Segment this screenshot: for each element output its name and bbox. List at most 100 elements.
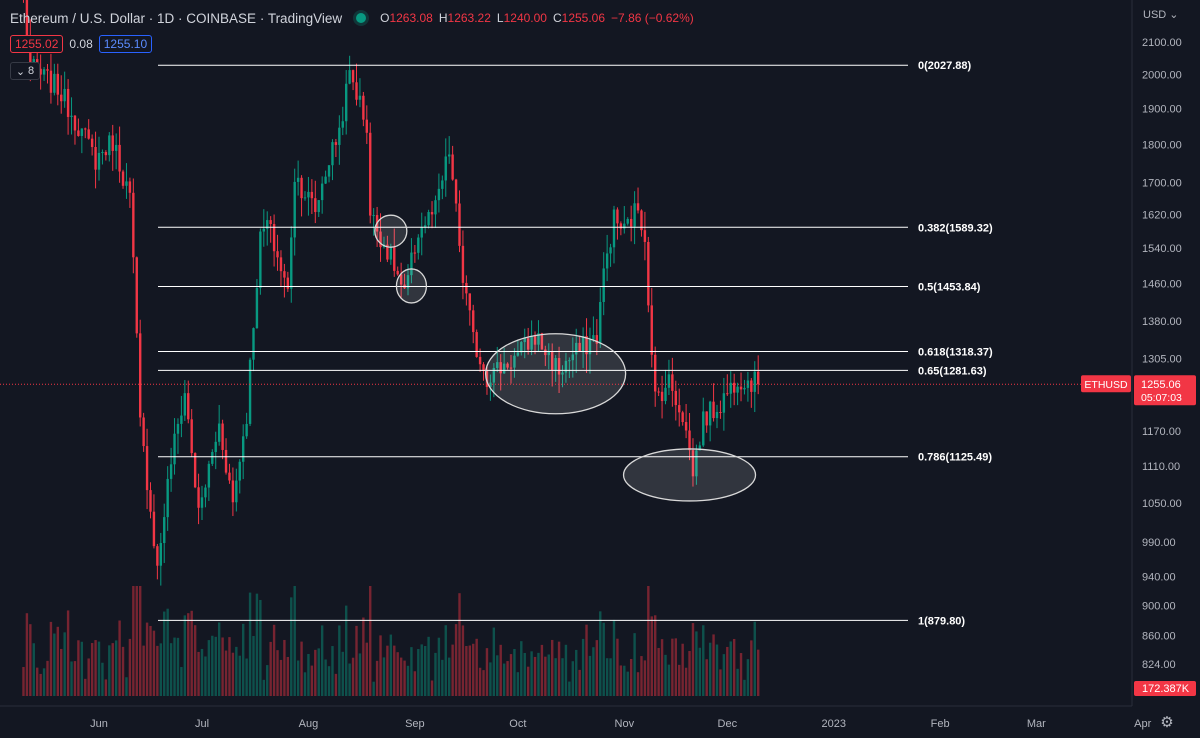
- volume-bar: [578, 669, 581, 696]
- price-axis[interactable]: 2100.00 2000.00 1900.00 1800.00 1700.00 1620.…: [1081, 0, 1200, 738]
- volume-bar: [379, 635, 382, 696]
- gear-icon[interactable]: ⚙: [1160, 714, 1174, 731]
- volume-bar: [595, 640, 599, 696]
- volume-bar: [643, 660, 647, 696]
- candle: [441, 175, 444, 200]
- volume-bar: [114, 640, 118, 696]
- fib-level[interactable]: 0.618(1318.37): [158, 347, 993, 359]
- volume-bar: [389, 634, 393, 696]
- candle: [217, 404, 221, 446]
- volume-bar: [180, 667, 183, 696]
- candle: [509, 354, 513, 384]
- volume-bar: [242, 623, 245, 696]
- time-tick-label: Feb: [931, 718, 950, 730]
- candle: [427, 209, 430, 229]
- fib-level[interactable]: 1(879.80): [158, 615, 965, 627]
- candle: [39, 54, 42, 90]
- candle: [169, 447, 173, 492]
- volume-bar: [715, 644, 719, 696]
- volume-bar: [667, 664, 671, 696]
- candle: [173, 418, 176, 475]
- candle: [678, 388, 681, 427]
- candle: [537, 320, 540, 352]
- volume-bar: [698, 647, 702, 696]
- volume-bar: [77, 640, 80, 696]
- candle: [454, 178, 458, 212]
- volume-bar: [351, 657, 355, 696]
- candle: [654, 346, 657, 407]
- volume-bar: [465, 645, 468, 696]
- volume-bar: [84, 678, 87, 696]
- ohlc-values: O1263.08 H1263.22 L1240.00 C1255.06 −7.8…: [380, 11, 694, 25]
- currency-selector[interactable]: USD ⌄: [1143, 8, 1179, 21]
- volume-bar: [647, 586, 650, 696]
- candle: [139, 319, 142, 427]
- highlight-ellipse[interactable]: [395, 268, 428, 304]
- candle: [691, 438, 695, 487]
- candle: [97, 136, 101, 181]
- candle: [547, 343, 550, 370]
- candle: [369, 122, 372, 224]
- symbol-title[interactable]: Ethereum / U.S. Dollar · 1D · COINBASE ·…: [10, 10, 343, 26]
- candle: [561, 365, 564, 388]
- volume-bar: [585, 624, 588, 696]
- volume-bar: [612, 619, 616, 696]
- open-value: 1263.08: [389, 11, 433, 25]
- volume-bar: [214, 636, 217, 696]
- candle: [437, 173, 441, 213]
- candle: [660, 375, 664, 419]
- candle: [420, 212, 423, 256]
- volume-bar: [523, 652, 526, 696]
- candle: [358, 78, 362, 108]
- volume-bar: [417, 649, 420, 696]
- candle: [269, 216, 272, 243]
- volume-bar: [489, 662, 492, 696]
- volume-bar: [348, 663, 351, 696]
- close-value: 1255.06: [561, 11, 606, 25]
- volume-bar: [36, 667, 39, 696]
- volume-bar: [266, 665, 269, 696]
- candle: [732, 373, 736, 406]
- volume-bar: [403, 660, 406, 696]
- fib-level[interactable]: 0.382(1589.32): [158, 222, 993, 234]
- time-tick-label: Nov: [615, 718, 635, 730]
- fib-level[interactable]: 0(2027.88): [158, 60, 972, 72]
- buy-price-button[interactable]: 1255.10: [98, 35, 153, 53]
- time-axis[interactable]: Jun Jul Aug Sep Oct Nov Dec 2023 Feb Mar Apr: [0, 705, 1152, 730]
- highlight-ellipse[interactable]: [484, 333, 627, 415]
- volume-bar: [554, 658, 557, 696]
- candle: [410, 238, 413, 284]
- fib-level[interactable]: 0.65(1281.63): [158, 365, 987, 377]
- candle: [163, 503, 166, 563]
- sell-price-button[interactable]: 1255.02: [10, 35, 64, 53]
- fib-level[interactable]: 0.786(1125.49): [158, 452, 992, 464]
- low-key: L: [496, 11, 504, 25]
- candle: [80, 128, 84, 154]
- volume-bar: [619, 665, 623, 696]
- volume-value-label: 172.387K: [1134, 681, 1196, 696]
- candle: [351, 69, 355, 91]
- volume-bar: [269, 641, 272, 696]
- candle: [211, 449, 214, 467]
- highlight-ellipse[interactable]: [622, 448, 757, 502]
- volume-bar: [111, 643, 114, 696]
- indicator-collapse-button[interactable]: ⌄ 8: [10, 62, 40, 80]
- candle: [523, 328, 526, 359]
- highlight-ellipse[interactable]: [374, 214, 408, 248]
- volume-bar: [650, 616, 653, 696]
- volume-bar: [139, 586, 142, 696]
- fib-level[interactable]: 0.5(1453.84): [158, 281, 981, 293]
- price-tick-label: 860.00: [1142, 631, 1176, 643]
- candle: [417, 234, 420, 260]
- candle: [317, 200, 320, 217]
- volume-bar: [235, 646, 238, 696]
- fib-level-label: 0.786(1125.49): [918, 452, 992, 464]
- annotation-ellipses[interactable]: [374, 214, 757, 502]
- candle: [461, 230, 465, 300]
- volume-bar: [413, 671, 417, 696]
- volume-bar: [444, 625, 447, 696]
- fibonacci-retracement[interactable]: 0(2027.88) 0.382(1589.32) 0.5(1453.84) 0.61…: [158, 60, 993, 627]
- candle: [142, 412, 145, 452]
